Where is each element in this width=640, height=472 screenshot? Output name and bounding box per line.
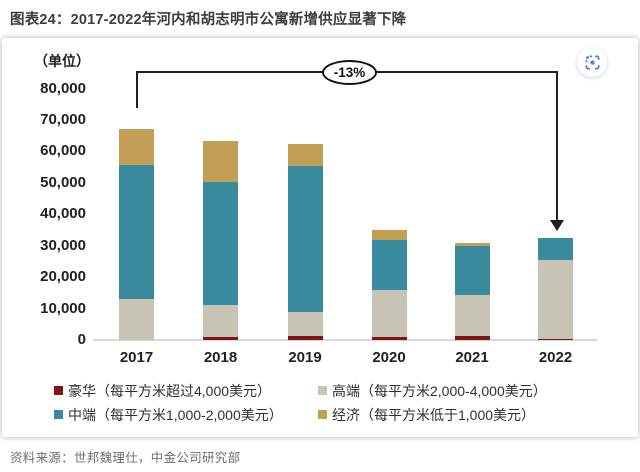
bar-segment: [203, 182, 238, 305]
bar-2018: [203, 141, 238, 340]
bar-2021: [454, 242, 490, 340]
annotation-line-left: [136, 71, 138, 108]
legend-label: 豪华（每平方米超过4,000美元）: [68, 382, 272, 399]
bar-segment: [371, 289, 407, 338]
x-tick-label: 2019: [288, 349, 322, 366]
bar-segment: [538, 338, 573, 340]
annotation-arrowhead-icon: [550, 220, 564, 231]
x-tick-label: 2022: [538, 349, 573, 366]
legend: 豪华（每平方米超过4,000美元） 高端（每平方米2,000-4,000美元） 中端…: [54, 382, 547, 423]
legend-item: 豪华（每平方米超过4,000美元）: [54, 382, 318, 399]
image-search-icon: [585, 55, 599, 69]
x-tick-label: 2018: [203, 349, 238, 366]
y-tick-label: 30,000: [40, 236, 86, 254]
y-tick-label: 60,000: [40, 142, 86, 160]
source-note: 资料来源：世邦魏理仕，中金公司研究部: [10, 451, 241, 465]
x-tick-label: 2017: [119, 349, 154, 366]
legend-swatch-icon: [318, 386, 327, 395]
bar-2017: [119, 129, 154, 340]
bar-segment: [538, 237, 573, 260]
chart-card: （单位） 80,000 70,000 60,000 50,000 40,000 30,00…: [2, 38, 638, 437]
legend-label: 经济（每平方米低于1,000美元）: [332, 406, 536, 423]
x-tick-label: 2021: [455, 349, 489, 366]
legend-swatch-icon: [54, 386, 63, 395]
bar-2020: [371, 230, 407, 340]
bar-segment: [119, 164, 154, 300]
bar-segment: [454, 294, 490, 337]
chart-title: 图表24：2017-2022年河内和胡志明市公寓新增供应显著下降: [10, 12, 407, 28]
bar-segment: [454, 245, 490, 295]
y-tick-label: 80,000: [40, 79, 86, 97]
bar-segment: [203, 141, 238, 183]
legend-swatch-icon: [54, 410, 63, 419]
legend-item: 高端（每平方米2,000-4,000美元）: [318, 382, 547, 399]
bar-segment: [454, 242, 490, 246]
bar-segment: [454, 336, 490, 340]
legend-item: 中端（每平方米1,000-2,000美元）: [54, 406, 318, 423]
bar-segment: [371, 230, 407, 240]
x-tick-label: 2020: [372, 349, 406, 366]
legend-label: 中端（每平方米1,000-2,000美元）: [68, 406, 283, 423]
image-search-button[interactable]: [577, 47, 607, 77]
bar-segment: [287, 312, 323, 337]
bar-segment: [538, 259, 573, 339]
bar-segment: [371, 239, 407, 290]
y-tick-label: 50,000: [40, 173, 86, 191]
bar-2022: [538, 237, 573, 340]
annotation-label: -13%: [333, 65, 366, 80]
y-axis-unit-label: （单位）: [34, 53, 90, 69]
x-axis-line: [93, 339, 597, 341]
annotation-line-right: [556, 71, 558, 221]
legend-item: 经济（每平方米低于1,000美元）: [318, 406, 547, 423]
y-tick-label: 70,000: [40, 110, 86, 128]
y-tick-label: 0: [77, 331, 86, 348]
bar-segment: [287, 336, 323, 340]
bar-segment: [287, 166, 323, 313]
y-tick-label: 40,000: [40, 205, 86, 223]
bar-segment: [119, 299, 154, 340]
y-tick-label: 10,000: [40, 299, 86, 317]
legend-swatch-icon: [318, 410, 327, 419]
bar-segment: [203, 304, 238, 338]
bar-segment: [287, 144, 323, 167]
bar-segment: [371, 337, 407, 340]
bar-segment: [119, 129, 154, 165]
y-tick-label: 20,000: [40, 268, 86, 286]
bar-2019: [287, 144, 323, 340]
annotation-badge: -13%: [322, 60, 377, 85]
legend-label: 高端（每平方米2,000-4,000美元）: [332, 382, 547, 399]
bar-segment: [203, 337, 238, 340]
